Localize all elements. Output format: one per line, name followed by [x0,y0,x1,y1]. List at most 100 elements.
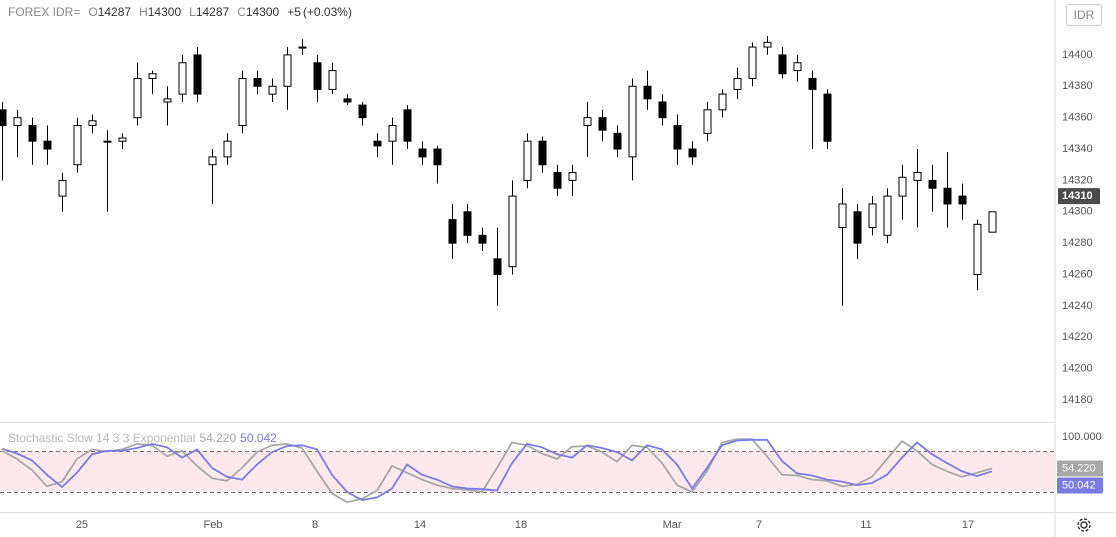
candle-body [133,77,142,119]
symbol: FOREX IDR= [8,5,81,19]
value-tag-label: 50.042 [1062,479,1096,491]
change-pct: (+0.03%) [302,5,352,19]
candle-body [478,234,487,244]
y-tick-label: 14240 [1062,300,1093,312]
y-tick-label: 14320 [1062,174,1093,186]
candle-body [448,219,457,244]
currency-button[interactable]: IDR [1066,4,1102,26]
x-tick-label: Feb [204,519,223,531]
candle-body [43,140,52,150]
ohlc-label: H [139,5,148,19]
candle-body [778,54,787,75]
candle-body [193,54,202,95]
candle-body [13,117,22,127]
indicator-line [1,438,993,502]
ohlc-value: 14300 [147,5,182,19]
settings-icon[interactable] [1077,518,1091,532]
ohlc-label: O [88,5,98,19]
candle-body [913,172,922,181]
candle-body [418,148,427,158]
candle-body [988,211,997,233]
indicator-legend: Stochastic Slow 14 3 3 Exponential 54.220… [8,431,281,445]
symbol-header: FOREX IDR= O14287 H14300 L14287 C14300 +5 (+0.… [8,5,354,19]
indicator-line [1,438,993,504]
candle-body [823,93,832,142]
candle-body [433,148,442,166]
x-tick-label: 18 [515,519,527,531]
value-tag-label: 54.220 [1062,462,1096,474]
candle-body [703,109,712,134]
candle-body [643,85,652,100]
candle-body [118,137,127,142]
candle-body [898,176,907,197]
candle-body [568,172,577,181]
candle-body [253,77,262,87]
candle-body [808,77,817,90]
candle-body [298,46,307,49]
candle-body [283,54,292,87]
candle-body [163,98,172,103]
candle-body [523,140,532,181]
candle-body [943,187,952,205]
value-tag [1057,460,1103,477]
ohlc-value: 14287 [97,5,132,19]
candle-body [733,77,742,90]
candle-body [793,62,802,72]
candle-body [463,211,472,236]
candle-body [613,132,622,150]
change: +5 [287,5,301,19]
candle-body [178,62,187,95]
x-tick-label: 17 [962,519,974,531]
candle-body [748,46,757,79]
y-tick-label: 14380 [1062,80,1093,92]
candle-body [553,172,562,189]
candle-body [28,125,37,142]
indicator-value: 54.220 [199,431,237,445]
candle-body [763,41,772,48]
candle-body [658,101,667,119]
candle-body [223,140,232,158]
candle-body [538,140,547,166]
y-tick-label: 14280 [1062,237,1093,249]
candle-body [718,93,727,111]
y-tick-label: 100.000 [1062,431,1102,443]
candle-body [58,179,67,197]
candle-body [88,120,97,127]
candle-body [853,211,862,244]
y-tick-label: 14340 [1062,143,1093,155]
candle-body [868,203,877,228]
candle-body [208,156,217,166]
candle-body [313,62,322,90]
candle-body [583,117,592,127]
x-tick-label: 11 [860,519,871,531]
x-tick-label: 7 [756,519,762,531]
x-tick-label: 8 [312,519,318,531]
y-tick-label: 14400 [1062,49,1093,61]
candle-body [628,85,637,158]
candle-body [673,125,682,150]
candle-body [148,73,157,79]
candle-body [598,117,607,131]
candle-body [838,203,847,228]
y-tick-label: 14220 [1062,331,1093,343]
y-tick-label: 14180 [1062,394,1093,406]
y-tick-label: 14260 [1062,268,1093,280]
value-tag [1057,477,1103,494]
x-tick-label: 25 [76,519,88,531]
price-tag-label: 14310 [1062,190,1093,202]
candle-body [493,258,502,276]
band-fill [0,450,1055,492]
candle-body [883,195,892,236]
candle-body [688,148,697,158]
candle-body [343,98,352,103]
candle-body [973,223,982,276]
candle-body [73,125,82,166]
candle-body [508,195,517,268]
candle-body [328,70,337,90]
candle-body [238,77,247,127]
x-tick-label: 14 [414,519,426,531]
ohlc-value: 14287 [195,5,230,19]
candle-body [268,85,277,95]
ohlc-value: 14300 [245,5,280,19]
